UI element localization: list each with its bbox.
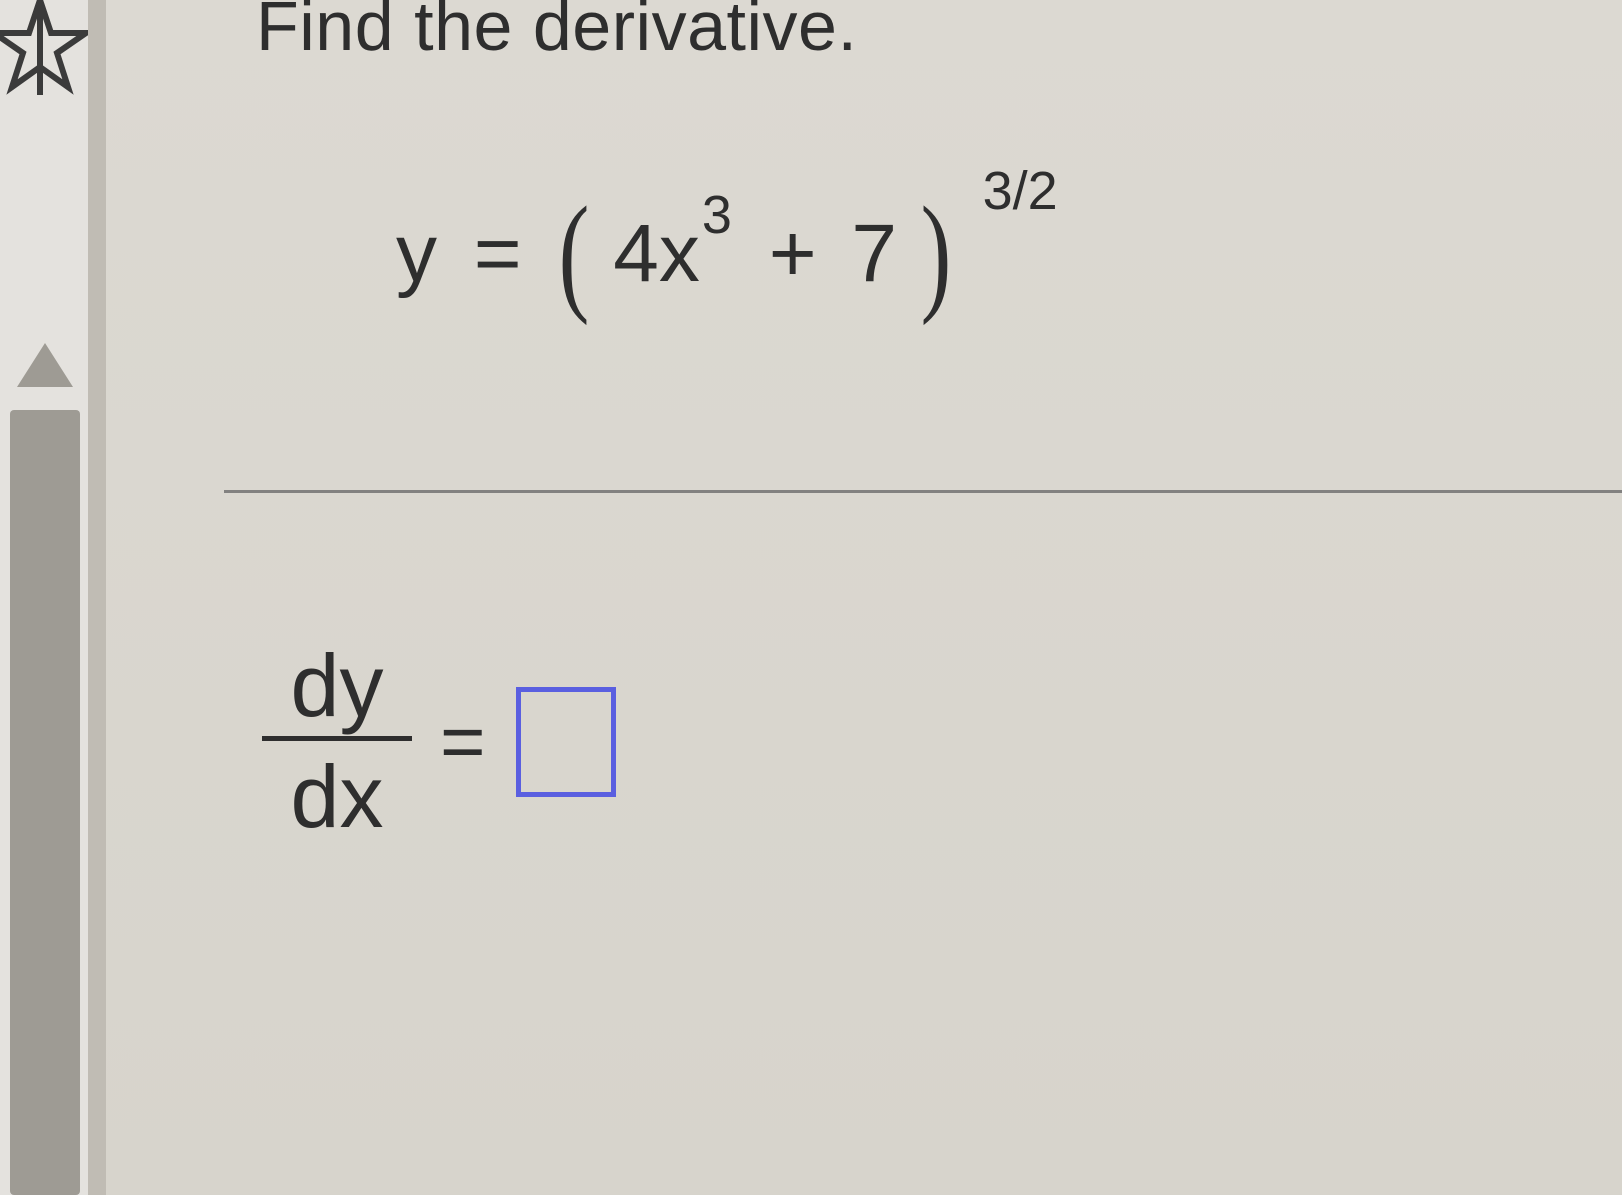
chevron-up-icon xyxy=(17,343,73,387)
answer-equals: = xyxy=(440,696,486,787)
fraction-denominator: dx xyxy=(283,751,392,843)
fraction-numerator: dy xyxy=(283,640,392,732)
close-paren: ) xyxy=(920,176,951,329)
outer-exp: 3/2 xyxy=(983,161,1058,221)
bookmark-star-icon[interactable] xyxy=(0,0,90,95)
answer-row: dy dx = xyxy=(262,640,616,844)
term1-coeff: 4 xyxy=(613,208,659,299)
scrollbar-thumb[interactable] xyxy=(10,410,80,1195)
equation-lhs-var: y xyxy=(396,208,437,299)
gutter-divider xyxy=(88,0,106,1195)
left-gutter xyxy=(0,0,88,1195)
scroll-up-button[interactable] xyxy=(10,330,80,400)
dy-dx-fraction: dy dx xyxy=(262,640,412,844)
section-divider xyxy=(224,490,1622,493)
instruction-text: Find the derivative. xyxy=(256,0,857,66)
content-area: Find the derivative. y = ( 4x3 + 7 ) 3/2… xyxy=(106,0,1622,1195)
fraction-bar xyxy=(262,736,412,741)
term1-var: x xyxy=(659,208,700,299)
answer-input[interactable] xyxy=(516,687,616,797)
plus-sign: + xyxy=(757,208,829,299)
equation-equals: = xyxy=(460,208,536,299)
term2: 7 xyxy=(851,208,897,299)
open-paren: ( xyxy=(559,176,590,329)
equation: y = ( 4x3 + 7 ) 3/2 xyxy=(396,160,1050,313)
term1-exp: 3 xyxy=(700,185,734,245)
problem-panel: Find the derivative. y = ( 4x3 + 7 ) 3/2… xyxy=(0,0,1622,1195)
